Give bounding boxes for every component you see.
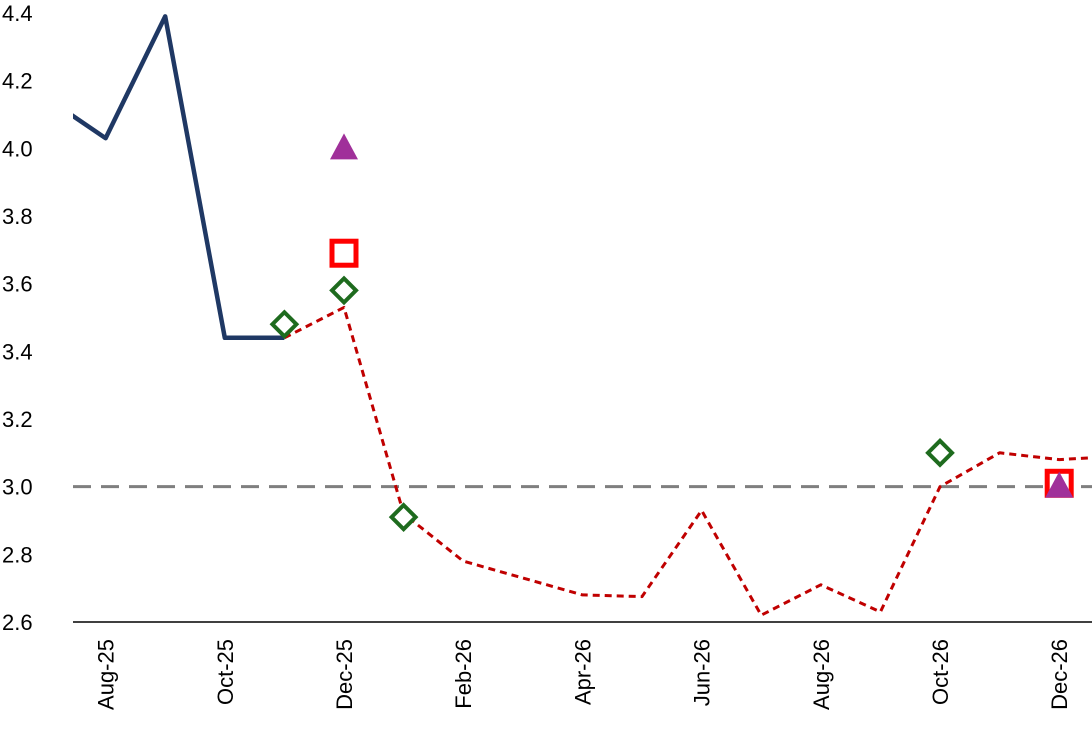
x-tick-label: Oct-26 xyxy=(928,639,953,705)
x-tick-label: Oct-25 xyxy=(213,639,238,705)
x-tick-label: Aug-25 xyxy=(94,639,119,710)
series-markers xyxy=(269,133,1074,532)
diamond-marker xyxy=(388,502,419,532)
x-axis-tick-labels: Aug-25 Oct-25 Dec-25 Feb-26 Apr-26 Jun-26 Aug-… xyxy=(94,639,1073,710)
triangle-marker xyxy=(1045,471,1074,498)
y-tick-label: 2.6 xyxy=(2,610,33,635)
y-tick-label: 2.8 xyxy=(2,542,33,567)
x-tick-label: Aug-26 xyxy=(809,639,834,710)
y-tick-label: 3.6 xyxy=(2,272,33,297)
y-tick-label: 4.2 xyxy=(2,69,33,94)
series-line-forecast xyxy=(283,305,1092,617)
x-tick-label: Dec-25 xyxy=(332,639,357,710)
x-tick-label: Apr-26 xyxy=(570,639,595,705)
series-lines xyxy=(73,14,1092,617)
x-tick-label: Dec-26 xyxy=(1047,639,1072,710)
y-tick-label: 3.4 xyxy=(2,339,33,364)
diamond-marker xyxy=(329,275,359,306)
y-tick-label: 4.0 xyxy=(2,136,33,161)
square-marker xyxy=(329,238,359,268)
y-tick-label: 4.4 xyxy=(2,1,33,26)
x-tick-label: Jun-26 xyxy=(690,639,715,706)
x-tick-label: Feb-26 xyxy=(451,639,476,709)
y-tick-label: 3.2 xyxy=(2,407,33,432)
y-tick-label: 3.0 xyxy=(2,475,33,500)
y-tick-label: 3.8 xyxy=(2,204,33,229)
diamond-marker xyxy=(269,309,300,340)
y-axis-tick-labels: 2.6 2.8 3.0 3.2 3.4 3.6 3.8 4.0 4.2 4.4 xyxy=(2,1,33,635)
diamond-marker xyxy=(925,438,955,468)
series-line-actual xyxy=(73,14,285,341)
triangle-marker xyxy=(330,133,358,160)
